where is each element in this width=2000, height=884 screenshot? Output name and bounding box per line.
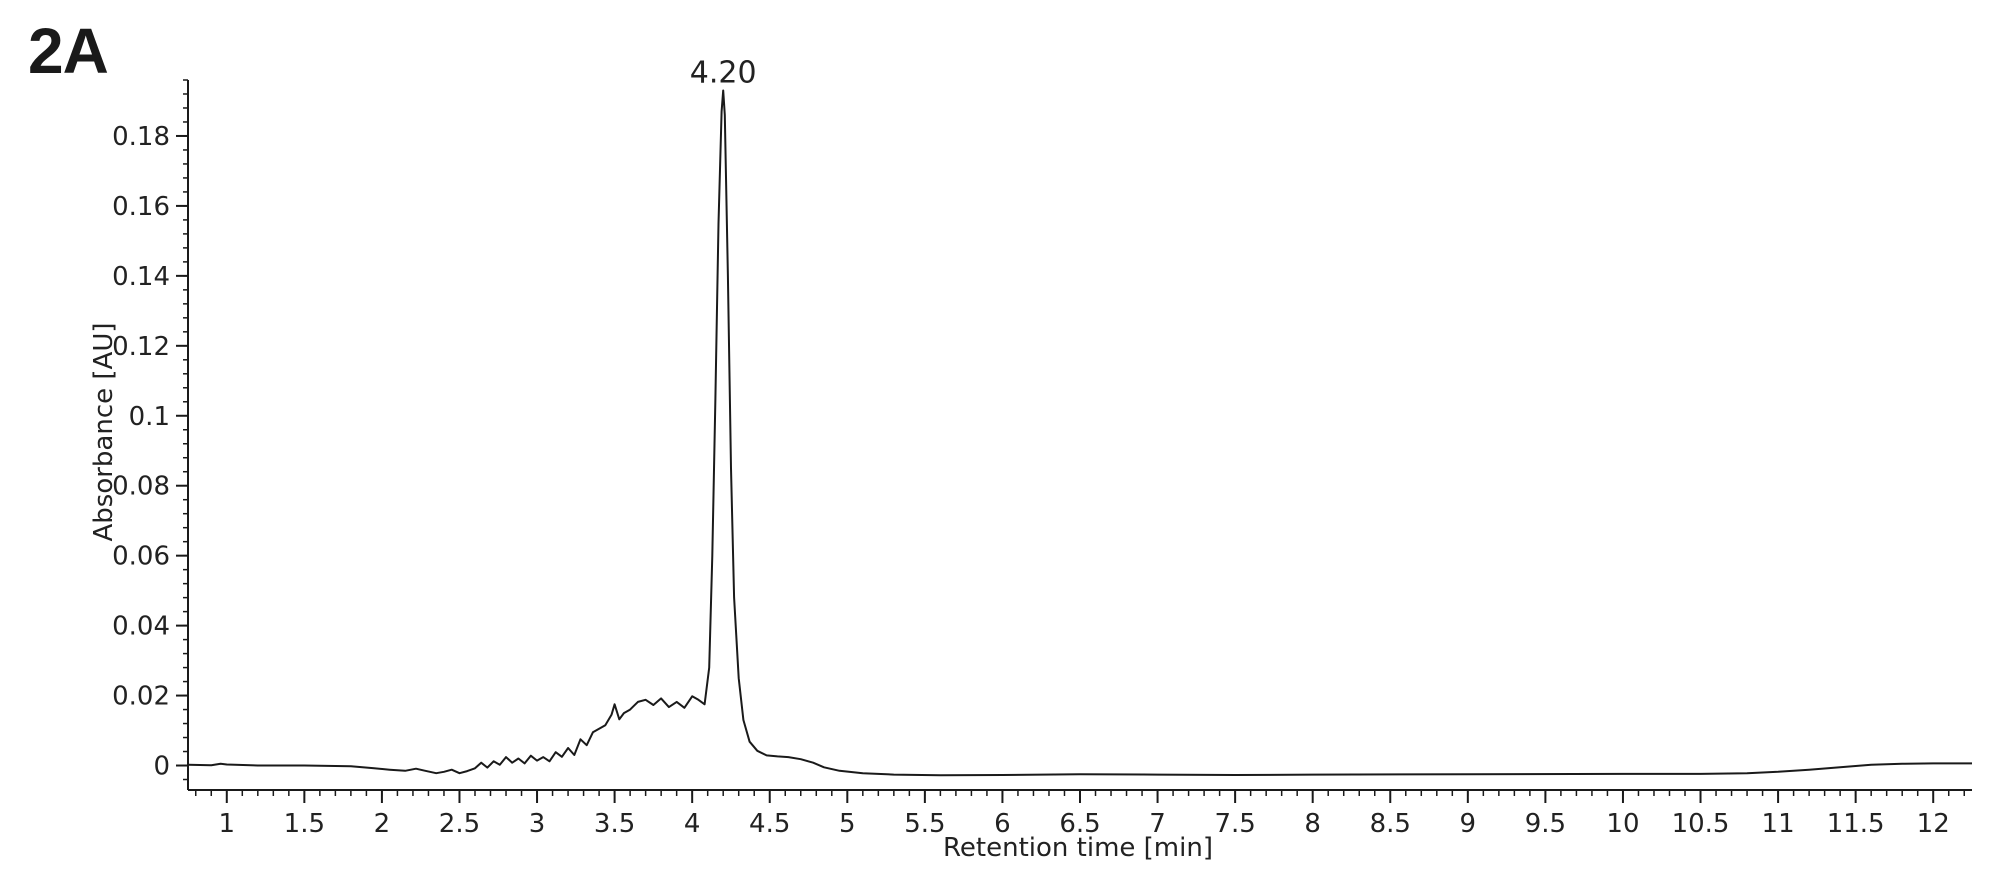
x-tick-label: 10.5 — [1672, 809, 1730, 839]
x-tick-label: 6.5 — [1059, 809, 1100, 839]
y-tick-label: 0.1 — [129, 402, 170, 432]
x-tick-label: 7.5 — [1214, 809, 1255, 839]
x-tick-label: 8.5 — [1370, 809, 1411, 839]
x-tick-label: 1.5 — [284, 809, 325, 839]
x-tick-label: 6 — [994, 809, 1011, 839]
y-tick-label: 0 — [153, 752, 170, 782]
peak-annotation: 4.20 — [690, 55, 757, 90]
x-tick-label: 5.5 — [904, 809, 945, 839]
y-tick-label: 0.08 — [112, 472, 170, 502]
y-tick-label: 0.16 — [112, 192, 170, 222]
x-tick-label: 11 — [1762, 809, 1795, 839]
chromatogram-trace — [187, 89, 1972, 777]
y-tick-label: 0.04 — [112, 612, 170, 642]
y-axis-ticks: 0 0.02 0.04 0.06 0.08 0.1 0.12 0.14 0.16 0.18 — [112, 79, 188, 782]
x-tick-label: 8 — [1304, 809, 1321, 839]
x-tick-label: 3 — [529, 809, 546, 839]
x-tick-label: 7 — [1149, 809, 1166, 839]
panel-label: 2A — [28, 15, 109, 87]
x-axis-ticks: 1 1.5 2 2.5 3 3.5 4 4.5 5 5.5 6 6.5 7 7.5 8 8.5 9 9.5 10 10… — [195, 790, 1965, 839]
y-tick-label: 0.14 — [112, 262, 170, 292]
x-tick-label: 11.5 — [1827, 809, 1885, 839]
x-tick-label: 2 — [374, 809, 391, 839]
x-tick-label: 4 — [684, 809, 701, 839]
x-tick-label: 4.5 — [749, 809, 790, 839]
y-tick-label: 0.12 — [112, 332, 170, 362]
x-tick-label: 9.5 — [1525, 809, 1566, 839]
y-tick-label: 0.06 — [112, 542, 170, 572]
series-layer — [187, 89, 1972, 777]
x-tick-label: 9 — [1460, 809, 1477, 839]
y-axis-title: Absorbance [AU] — [89, 322, 119, 541]
x-tick-label: 1 — [219, 809, 236, 839]
x-tick-label: 2.5 — [439, 809, 480, 839]
x-tick-label: 12 — [1917, 809, 1950, 839]
x-axis-title: Retention time [min] — [943, 833, 1213, 863]
x-tick-label: 10 — [1606, 809, 1639, 839]
y-tick-label: 0.02 — [112, 682, 170, 712]
axes — [187, 80, 1972, 791]
x-tick-label: 5 — [839, 809, 856, 839]
x-tick-label: 3.5 — [594, 809, 635, 839]
y-tick-label: 0.18 — [112, 122, 170, 152]
